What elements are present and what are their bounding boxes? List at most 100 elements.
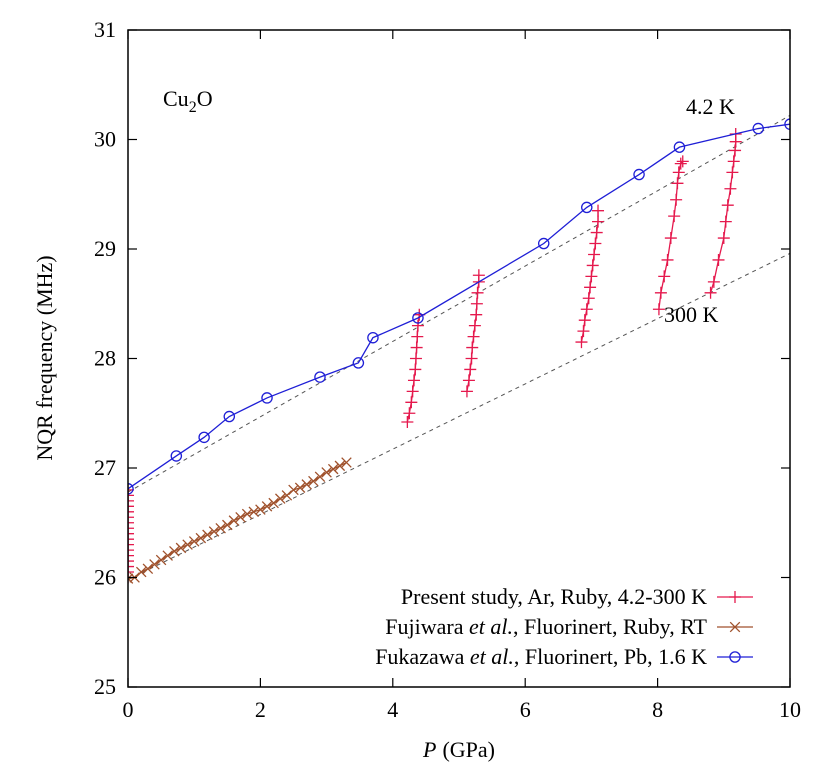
- data-point: [589, 237, 602, 250]
- data-point: [406, 385, 419, 398]
- x-tick-label: 6: [520, 697, 531, 722]
- data-point: [405, 396, 418, 409]
- y-tick-label: 26: [94, 565, 116, 590]
- data-point: [472, 269, 485, 282]
- data-point: [468, 319, 481, 332]
- annotation-4-2k: 4.2 K: [686, 94, 735, 119]
- data-point: [314, 371, 326, 383]
- data-point: [228, 515, 240, 526]
- y-tick-label: 29: [94, 236, 116, 261]
- series: [128, 457, 352, 584]
- data-point: [704, 286, 717, 299]
- reference-lines: [128, 114, 790, 581]
- data-point: [128, 538, 134, 551]
- y-tick-label: 31: [94, 17, 116, 42]
- data-point: [294, 482, 306, 493]
- data-point: [403, 407, 416, 420]
- y-tick-label: 25: [94, 674, 116, 699]
- data-point: [128, 511, 134, 524]
- data-point: [537, 237, 550, 250]
- data-point: [584, 281, 597, 294]
- data-point: [729, 144, 742, 157]
- data-point: [128, 489, 134, 502]
- data-point: [724, 182, 737, 195]
- data-point: [223, 410, 236, 423]
- data-point: [411, 319, 424, 332]
- data-point: [401, 416, 414, 429]
- data-point: [352, 357, 365, 369]
- reference-line: [128, 114, 790, 493]
- data-point: [707, 275, 720, 288]
- data-point: [128, 544, 134, 557]
- data-point: [367, 331, 379, 344]
- data-point: [729, 591, 741, 603]
- data-point: [752, 122, 764, 135]
- data-point: [128, 483, 134, 496]
- data-point: [195, 532, 207, 544]
- data-point: [149, 559, 160, 570]
- data-point: [128, 500, 134, 513]
- data-point: [409, 363, 422, 376]
- data-point: [341, 457, 352, 468]
- data-point: [128, 555, 134, 568]
- data-point: [582, 292, 595, 305]
- data-point: [128, 527, 134, 540]
- x-tick-label: 8: [652, 697, 663, 722]
- data-point: [128, 522, 134, 535]
- data-point: [198, 431, 210, 444]
- data-point: [314, 471, 326, 483]
- data-point: [673, 141, 686, 153]
- x-tick-label: 2: [255, 697, 266, 722]
- data-point: [592, 215, 605, 228]
- x-axis-label: P (GPa): [422, 737, 495, 762]
- data-point: [465, 352, 478, 365]
- series-line: [128, 461, 347, 580]
- data-point: [327, 463, 339, 475]
- y-tick-label: 28: [94, 346, 116, 371]
- data-point: [128, 549, 134, 562]
- data-series: [128, 118, 790, 584]
- data-point: [470, 308, 483, 321]
- data-point: [281, 490, 293, 501]
- data-point: [412, 312, 424, 324]
- series-line: [128, 123, 790, 490]
- data-point: [128, 505, 134, 518]
- data-point: [202, 529, 213, 541]
- data-point: [654, 286, 667, 299]
- data-point: [261, 501, 273, 512]
- legend-label: Fukazawa et al., Fluorinert, Pb, 1.6 K: [375, 644, 707, 669]
- data-point: [215, 522, 226, 534]
- data-point: [590, 226, 603, 239]
- data-point: [668, 210, 681, 223]
- data-point: [672, 166, 685, 179]
- data-point: [661, 253, 674, 266]
- data-point: [470, 297, 483, 310]
- data-point: [467, 330, 480, 343]
- data-point: [633, 168, 645, 181]
- data-point: [580, 303, 593, 316]
- data-point: [128, 560, 134, 573]
- data-point: [592, 204, 605, 217]
- data-point: [288, 484, 299, 496]
- data-point: [128, 566, 134, 579]
- data-point: [664, 232, 677, 245]
- data-point: [222, 519, 233, 531]
- data-point: [588, 248, 601, 261]
- data-point: [729, 651, 741, 663]
- data-point: [169, 545, 180, 557]
- y-tick-label: 30: [94, 127, 116, 152]
- data-point: [464, 363, 477, 376]
- data-point: [581, 201, 593, 214]
- data-point: [241, 508, 253, 520]
- data-point: [585, 270, 598, 283]
- data-point: [301, 479, 312, 490]
- data-point: [466, 341, 479, 354]
- data-point: [128, 494, 134, 507]
- data-point: [652, 303, 665, 316]
- data-point: [721, 199, 734, 212]
- y-tick-label: 27: [94, 455, 116, 480]
- data-point: [128, 516, 134, 529]
- axis-ticks: 0 2 4 6 8 10 25 26 27 28 29 30 31: [94, 17, 801, 722]
- data-point: [248, 506, 260, 518]
